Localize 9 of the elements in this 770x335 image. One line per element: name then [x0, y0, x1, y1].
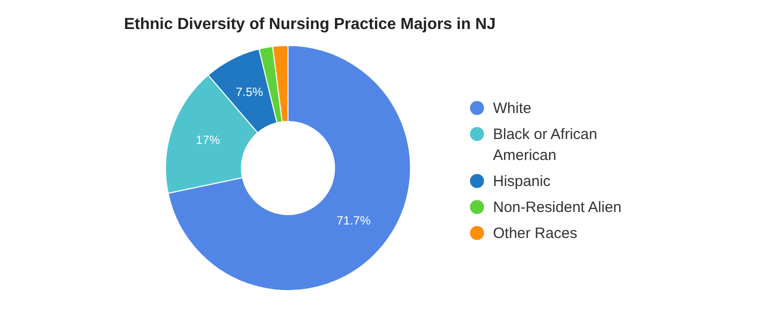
- legend-label: White: [493, 99, 532, 119]
- data-label: 17%: [196, 133, 220, 148]
- chart-title: Ethnic Diversity of Nursing Practice Majors in NJ: [124, 16, 496, 34]
- data-label: 71.7%: [336, 214, 371, 228]
- legend-label: Non-Resident Alien: [493, 198, 622, 218]
- legend-label: Other Races: [493, 224, 578, 244]
- legend-label: Black or African American: [493, 125, 598, 166]
- data-label: 7.5%: [236, 85, 264, 100]
- legend-label: Hispanic: [493, 172, 551, 192]
